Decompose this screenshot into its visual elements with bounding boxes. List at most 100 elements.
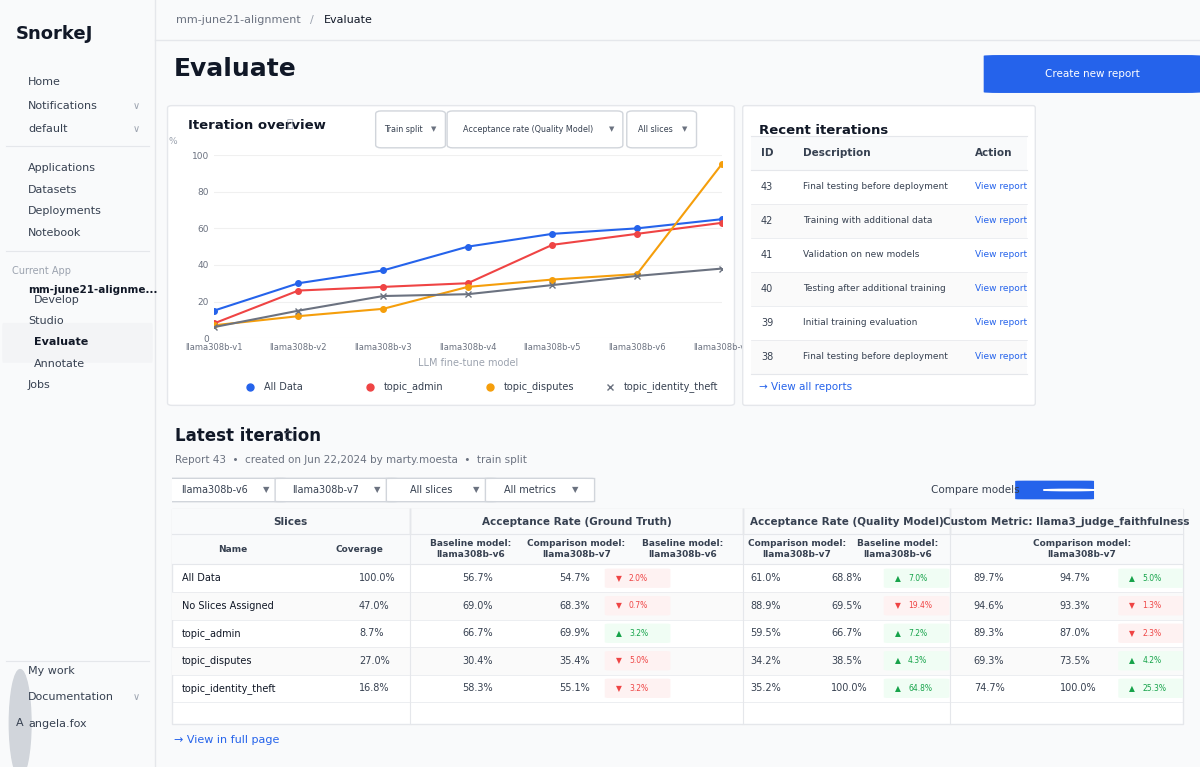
Text: ▼: ▼	[608, 127, 614, 132]
Text: default: default	[28, 124, 67, 134]
Text: Deployments: Deployments	[28, 206, 102, 216]
Text: Iteration overview: Iteration overview	[187, 119, 325, 132]
Text: 87.0%: 87.0%	[1060, 628, 1091, 638]
Text: 58.3%: 58.3%	[462, 683, 493, 693]
Text: topic_disputes: topic_disputes	[504, 381, 575, 392]
Text: All Data: All Data	[264, 382, 302, 392]
Text: All slices: All slices	[409, 485, 452, 495]
Text: Comparison model:
llama308b-v7: Comparison model: llama308b-v7	[748, 539, 846, 559]
Text: %: %	[168, 137, 176, 146]
Text: ▲: ▲	[895, 574, 901, 583]
Text: ▼: ▼	[373, 486, 380, 495]
Text: Acceptance rate (Quality Model): Acceptance rate (Quality Model)	[463, 125, 594, 133]
Text: ▼: ▼	[431, 127, 437, 132]
Text: 73.5%: 73.5%	[1060, 656, 1091, 666]
Text: ▼: ▼	[895, 601, 901, 611]
Text: All slices: All slices	[637, 125, 672, 133]
Text: mm-june21-alignme...: mm-june21-alignme...	[28, 285, 157, 295]
Text: topic_identity_theft: topic_identity_theft	[624, 381, 719, 392]
Text: ▼: ▼	[616, 601, 622, 611]
Text: ▼: ▼	[616, 657, 622, 665]
Text: Comparison model:
llama308b-v7: Comparison model: llama308b-v7	[1033, 539, 1130, 559]
FancyBboxPatch shape	[751, 272, 1027, 306]
Text: ▲: ▲	[895, 629, 901, 638]
Text: 5.0%: 5.0%	[629, 657, 648, 665]
Text: mm-june21-alignment: mm-june21-alignment	[176, 15, 301, 25]
Text: /: /	[310, 15, 313, 25]
Text: Validation on new models: Validation on new models	[803, 250, 919, 259]
Text: ▼: ▼	[616, 574, 622, 583]
Text: View report: View report	[976, 285, 1027, 293]
Text: topic_admin: topic_admin	[182, 628, 241, 639]
FancyBboxPatch shape	[386, 479, 496, 502]
Text: 64.8%: 64.8%	[908, 684, 932, 693]
Text: ▲: ▲	[616, 629, 622, 638]
FancyBboxPatch shape	[172, 509, 1183, 535]
FancyBboxPatch shape	[883, 651, 949, 670]
Text: 4.3%: 4.3%	[908, 657, 928, 665]
Text: ▲: ▲	[895, 657, 901, 665]
Text: 66.7%: 66.7%	[462, 628, 493, 638]
Text: Studio: Studio	[28, 316, 64, 326]
Text: 100.0%: 100.0%	[1060, 683, 1097, 693]
Text: 100.0%: 100.0%	[832, 683, 868, 693]
Text: ▲: ▲	[1129, 574, 1135, 583]
Text: Acceptance Rate (Quality Model): Acceptance Rate (Quality Model)	[750, 517, 943, 527]
Text: Training with additional data: Training with additional data	[803, 216, 932, 225]
FancyBboxPatch shape	[751, 204, 1027, 238]
Text: Comparison model:
llama308b-v7: Comparison model: llama308b-v7	[527, 539, 625, 559]
Text: 59.5%: 59.5%	[750, 628, 781, 638]
Text: Initial training evaluation: Initial training evaluation	[803, 318, 917, 327]
Text: 34.2%: 34.2%	[750, 656, 781, 666]
FancyBboxPatch shape	[883, 679, 949, 698]
FancyBboxPatch shape	[605, 568, 671, 588]
Text: 66.7%: 66.7%	[832, 628, 862, 638]
FancyBboxPatch shape	[743, 106, 1036, 406]
Text: 1.3%: 1.3%	[1142, 601, 1162, 611]
Text: Slices: Slices	[274, 517, 308, 527]
Text: 30.4%: 30.4%	[462, 656, 493, 666]
Text: Testing after additional training: Testing after additional training	[803, 285, 946, 293]
Text: topic_identity_theft: topic_identity_theft	[182, 683, 277, 694]
Text: Report 43  •  created on Jun 22,2024 by marty.moesta  •  train split: Report 43 • created on Jun 22,2024 by ma…	[175, 455, 527, 465]
Text: ▼: ▼	[616, 684, 622, 693]
Text: 54.7%: 54.7%	[559, 573, 590, 583]
Text: 74.7%: 74.7%	[973, 683, 1004, 693]
Text: Action: Action	[976, 148, 1013, 158]
Text: ▼: ▼	[683, 127, 688, 132]
Text: ▼: ▼	[1129, 601, 1135, 611]
FancyBboxPatch shape	[275, 479, 396, 502]
Text: View report: View report	[976, 318, 1027, 327]
Text: 3.2%: 3.2%	[629, 684, 648, 693]
Text: View report: View report	[976, 183, 1027, 192]
FancyBboxPatch shape	[172, 647, 1183, 674]
Circle shape	[10, 670, 31, 767]
X-axis label: LLM fine-tune model: LLM fine-tune model	[418, 357, 518, 367]
FancyBboxPatch shape	[984, 55, 1200, 93]
Text: 35.4%: 35.4%	[559, 656, 590, 666]
Text: ∨: ∨	[132, 101, 139, 111]
Text: 0.7%: 0.7%	[629, 601, 648, 611]
Text: No Slices Assigned: No Slices Assigned	[182, 601, 274, 611]
Text: 47.0%: 47.0%	[359, 601, 390, 611]
Text: ⬡: ⬡	[283, 430, 294, 443]
FancyBboxPatch shape	[605, 624, 671, 643]
Text: 7.0%: 7.0%	[908, 574, 928, 583]
Text: 68.8%: 68.8%	[832, 573, 862, 583]
Text: Baseline model:
llama308b-v6: Baseline model: llama308b-v6	[642, 539, 724, 559]
Text: Documentation: Documentation	[28, 692, 114, 702]
Text: 41: 41	[761, 250, 773, 260]
Text: Baseline model:
llama308b-v6: Baseline model: llama308b-v6	[857, 539, 938, 559]
Text: 89.3%: 89.3%	[973, 628, 1004, 638]
FancyBboxPatch shape	[1118, 596, 1184, 615]
Text: A: A	[17, 718, 24, 729]
Text: 25.3%: 25.3%	[1142, 684, 1166, 693]
Text: Description: Description	[803, 148, 870, 158]
Text: llama308b-v6: llama308b-v6	[181, 485, 248, 495]
Text: 94.7%: 94.7%	[1060, 573, 1091, 583]
FancyBboxPatch shape	[168, 106, 734, 406]
Text: Final testing before deployment: Final testing before deployment	[803, 183, 948, 192]
FancyBboxPatch shape	[164, 479, 286, 502]
Text: 38: 38	[761, 351, 773, 361]
Text: 8.7%: 8.7%	[359, 628, 384, 638]
